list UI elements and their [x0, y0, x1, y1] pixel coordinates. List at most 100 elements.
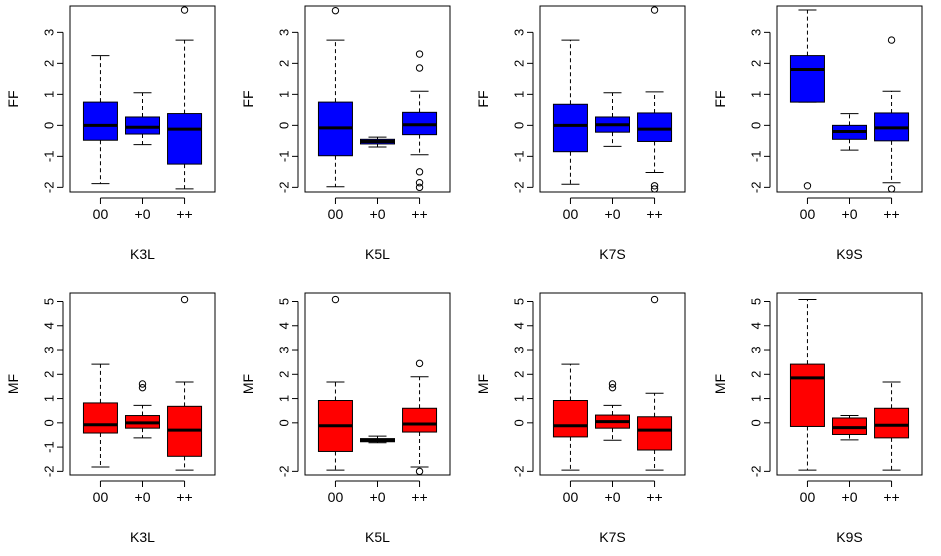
box-++ — [167, 6, 203, 190]
y-tick-label: 5 — [42, 298, 57, 305]
x-tick-label: +0 — [605, 206, 621, 222]
box-iqr — [637, 112, 673, 142]
x-tick-label: 00 — [93, 489, 109, 505]
y-tick-label: 2 — [512, 371, 527, 378]
y-axis-title: MF — [5, 374, 21, 394]
box-iqr — [552, 400, 588, 438]
box-++ — [637, 295, 673, 471]
box-+0 — [125, 380, 160, 439]
x-tick-label: ++ — [646, 206, 662, 222]
x-axis-title: K9S — [836, 529, 862, 545]
outlier-point — [887, 185, 896, 193]
y-tick-label: 0 — [42, 419, 57, 426]
box-+0 — [832, 113, 867, 151]
box-iqr — [637, 416, 673, 451]
y-tick-label: 1 — [512, 91, 527, 98]
plot-frame — [69, 5, 216, 193]
y-axis-title: FF — [240, 90, 256, 107]
y-tick-label: -1 — [749, 151, 764, 163]
y-tick-label: -2 — [512, 182, 527, 194]
y-tick-label: 3 — [512, 346, 527, 353]
y-tick-label: -2 — [749, 466, 764, 478]
plot-mf-k5l: -2 0 1 2 3 4 5 MF 00 +0 ++ K5L — [240, 292, 451, 545]
outlier-point — [415, 64, 424, 72]
x-axis-title: K3L — [130, 529, 155, 545]
y-tick-label: 1 — [42, 91, 57, 98]
outlier-point — [415, 168, 424, 176]
y-tick-label: 2 — [42, 60, 57, 67]
y-tick-label: 3 — [277, 346, 292, 353]
y-tick-label: -1 — [512, 151, 527, 163]
y-tick-label: 1 — [749, 395, 764, 402]
box-+0 — [125, 92, 160, 146]
outlier-point — [650, 6, 659, 14]
x-axis-title: K3L — [130, 246, 155, 262]
y-axis-title: FF — [712, 90, 728, 107]
box-00 — [317, 295, 353, 471]
x-tick-label: +0 — [370, 206, 386, 222]
x-axis-title: K5L — [365, 529, 390, 545]
y-tick-label: 0 — [277, 122, 292, 129]
x-tick-label: 00 — [800, 206, 816, 222]
x-axis-title: K5L — [365, 246, 390, 262]
box-++ — [402, 50, 438, 192]
y-tick-label: -2 — [42, 466, 57, 478]
plot-frame — [304, 292, 451, 476]
x-tick-label: ++ — [176, 206, 192, 222]
y-axis-title: FF — [475, 90, 491, 107]
plot-ff-k9s: -2 -1 0 1 2 3 FF 00 +0 ++ K9S — [712, 5, 923, 262]
outlier-point — [331, 6, 340, 15]
x-tick-label: ++ — [176, 489, 192, 505]
box-+0 — [360, 435, 395, 444]
box-00 — [789, 9, 825, 190]
y-tick-label: 3 — [512, 29, 527, 36]
y-tick-label: 3 — [277, 29, 292, 36]
box-iqr — [82, 402, 118, 434]
y-tick-label: 3 — [749, 346, 764, 353]
outlier-point — [415, 359, 424, 368]
outlier-point — [415, 467, 424, 476]
y-tick-label: 4 — [277, 322, 292, 329]
y-tick-label: -1 — [42, 151, 57, 163]
y-tick-label: 2 — [277, 371, 292, 378]
box-+0 — [832, 415, 867, 441]
x-tick-label: ++ — [411, 206, 427, 222]
y-tick-label: -1 — [277, 151, 292, 163]
box-iqr — [789, 55, 825, 103]
y-tick-label: 1 — [277, 91, 292, 98]
box-iqr — [402, 407, 438, 433]
plot-mf-k7s: -2 0 1 2 3 4 5 MF 00 +0 ++ K7S — [475, 292, 686, 545]
outlier-point — [887, 36, 896, 44]
box-00 — [82, 55, 118, 185]
box-++ — [402, 359, 438, 476]
y-axis-title: FF — [5, 90, 21, 107]
outlier-point — [415, 50, 424, 58]
y-tick-label: 4 — [512, 322, 527, 329]
y-tick-label: 0 — [512, 122, 527, 129]
box-iqr — [82, 101, 118, 141]
y-tick-label: 3 — [42, 346, 57, 353]
y-tick-label: 4 — [42, 322, 57, 329]
box-iqr — [125, 116, 160, 135]
y-tick-label: 2 — [749, 371, 764, 378]
box-00 — [789, 299, 825, 471]
y-tick-label: -2 — [277, 466, 292, 478]
y-tick-label: -1 — [42, 441, 57, 453]
y-tick-label: 5 — [277, 298, 292, 305]
x-tick-label: +0 — [605, 489, 621, 505]
outlier-point — [138, 380, 147, 388]
y-axis-title: MF — [240, 374, 256, 394]
box-00 — [552, 39, 588, 185]
x-tick-label: +0 — [842, 489, 858, 505]
y-tick-label: 0 — [749, 122, 764, 129]
y-axis-title: MF — [475, 374, 491, 394]
y-tick-label: 5 — [512, 298, 527, 305]
outlier-point — [180, 6, 189, 14]
x-tick-label: +0 — [135, 489, 151, 505]
plot-ff-k7s: -2 -1 0 1 2 3 FF 00 +0 ++ K7S — [475, 5, 686, 262]
x-axis-title: K9S — [836, 246, 862, 262]
x-tick-label: 00 — [563, 489, 579, 505]
box-iqr — [167, 113, 203, 165]
plot-ff-k5l: -2 -1 0 1 2 3 FF 00 +0 ++ K5L — [240, 5, 451, 262]
